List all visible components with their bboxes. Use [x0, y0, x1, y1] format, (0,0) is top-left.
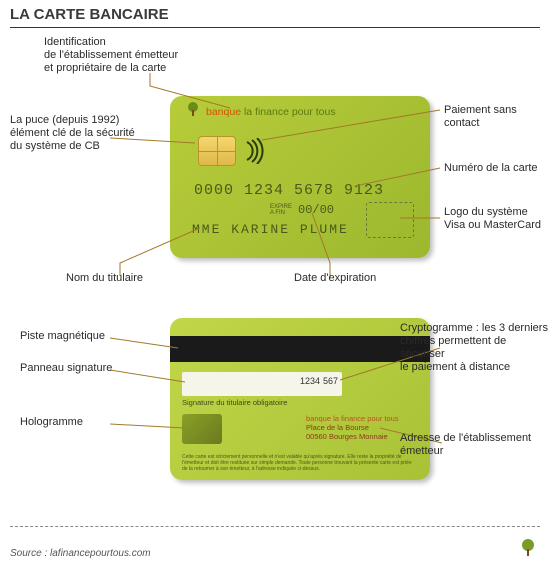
- signature-required-label: Signature du titulaire obligatoire: [182, 398, 287, 407]
- annot-chip: La puce (depuis 1992)élément clé de la s…: [10, 114, 135, 153]
- annot-issuer-addr: Adresse de l'établissementémetteur: [400, 432, 531, 458]
- sig-cvv: 567: [323, 376, 338, 386]
- annot-hologram: Hologramme: [20, 416, 83, 429]
- holder-name: MME KARINE PLUME: [192, 222, 349, 237]
- network-logo-placeholder: [366, 202, 414, 238]
- addr-line3: 00560 Bourges Monnaie: [306, 432, 399, 441]
- addr-line2: Place de la Bourse: [306, 423, 399, 432]
- source-text: Source : lafinancepourtous.com: [10, 548, 151, 559]
- chip-icon: [198, 136, 236, 166]
- addr-line1: banque la finance pour tous: [306, 414, 399, 423]
- annot-cvv: Cryptogramme : les 3 dernierschiffres pe…: [400, 322, 548, 374]
- bank-name-1: banque: [206, 106, 241, 118]
- footer-rule: [10, 526, 540, 527]
- annot-holder: Nom du titulaire: [66, 272, 143, 285]
- annot-issuer: Identificationde l'établissement émetteu…: [44, 36, 178, 75]
- disclaimer-text: Cette carte est strictement personnelle …: [182, 454, 418, 472]
- annot-logo: Logo du systèmeVisa ou MasterCard: [444, 206, 541, 232]
- bank-name: banque la finance pour tous: [206, 106, 336, 118]
- signature-panel: 1234 567: [182, 372, 342, 396]
- expire-value: 00/00: [298, 203, 334, 217]
- issuer-address: banque la finance pour tous Place de la …: [306, 414, 399, 441]
- hologram: [182, 414, 222, 444]
- tree-icon: [518, 538, 538, 563]
- footer: Source : lafinancepourtous.com: [0, 541, 550, 565]
- annot-sig-panel: Panneau signature: [20, 362, 112, 375]
- tree-icon: [184, 100, 202, 123]
- annot-card-number: Numéro de la carte: [444, 162, 538, 175]
- diagram-stage: banque la finance pour tous 0000 1234 56…: [0, 28, 550, 526]
- card-number: 0000 1234 5678 9123: [194, 182, 384, 199]
- annot-magstripe: Piste magnétique: [20, 330, 105, 343]
- page-title: LA CARTE BANCAIRE: [0, 0, 550, 27]
- annot-expiry: Date d'expiration: [294, 272, 376, 285]
- expire-label: EXPIREA FIN: [270, 204, 292, 216]
- annot-contactless: Paiement sans contact: [444, 104, 550, 130]
- card-back: 1234 567 Signature du titulaire obligato…: [170, 318, 430, 480]
- sig-last4: 1234: [300, 376, 320, 386]
- bank-name-2: la finance pour tous: [244, 106, 336, 118]
- contactless-icon: [244, 138, 268, 169]
- magnetic-stripe: [170, 336, 430, 362]
- card-front: banque la finance pour tous 0000 1234 56…: [170, 96, 430, 258]
